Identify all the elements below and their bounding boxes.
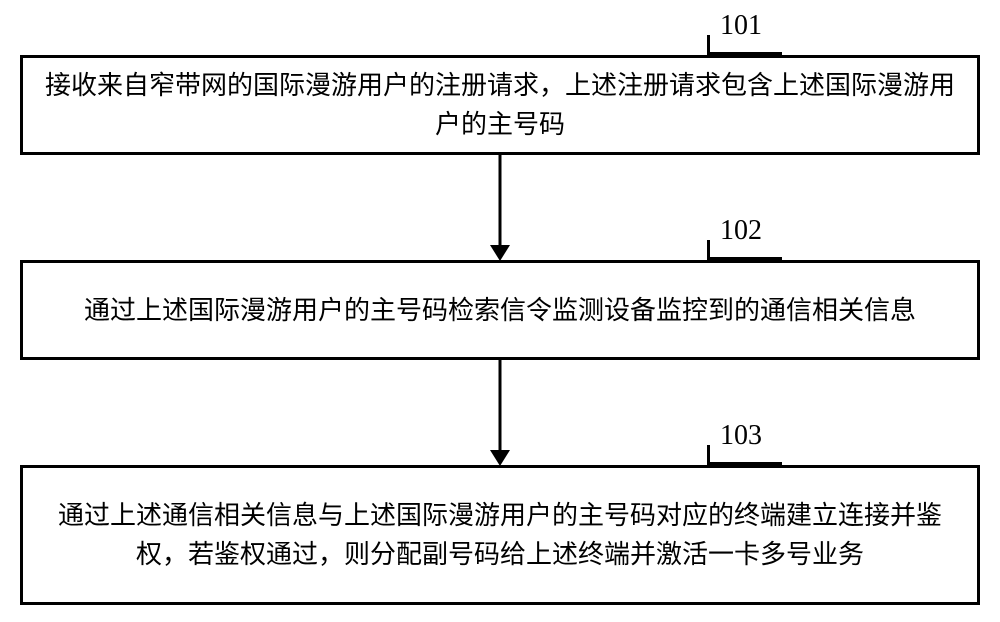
arrow-1-head: [490, 245, 510, 261]
box1-text: 接收来自窄带网的国际漫游用户的注册请求，上述注册请求包含上述国际漫游用户的主号码: [43, 66, 957, 144]
box3-label-line: [707, 445, 782, 465]
arrow-2-line: [499, 360, 502, 450]
box3-text: 通过上述通信相关信息与上述国际漫游用户的主号码对应的终端建立连接并鉴权，若鉴权通…: [43, 496, 957, 574]
flowchart-box-1: 接收来自窄带网的国际漫游用户的注册请求，上述注册请求包含上述国际漫游用户的主号码: [20, 55, 980, 155]
flowchart-box-2: 通过上述国际漫游用户的主号码检索信令监测设备监控到的通信相关信息: [20, 260, 980, 360]
box1-label-line: [707, 35, 782, 55]
box2-label-line: [707, 240, 782, 260]
box2-text: 通过上述国际漫游用户的主号码检索信令监测设备监控到的通信相关信息: [84, 291, 916, 330]
flowchart-container: 101 接收来自窄带网的国际漫游用户的注册请求，上述注册请求包含上述国际漫游用户…: [0, 0, 1000, 622]
arrow-1-line: [499, 155, 502, 245]
flowchart-box-3: 通过上述通信相关信息与上述国际漫游用户的主号码对应的终端建立连接并鉴权，若鉴权通…: [20, 465, 980, 605]
arrow-2-head: [490, 450, 510, 466]
